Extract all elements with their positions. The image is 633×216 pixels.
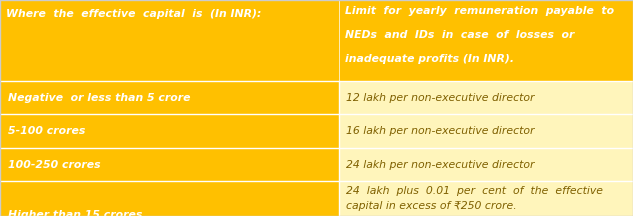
Text: Where  the  effective  capital  is  (In INR):: Where the effective capital is (In INR): [6, 9, 261, 19]
Text: inadequate profits (In INR).: inadequate profits (In INR). [345, 54, 514, 64]
Text: 24 lakh per non-executive director: 24 lakh per non-executive director [346, 160, 535, 170]
Text: 5-100 crores: 5-100 crores [8, 126, 85, 136]
Bar [339, 81, 633, 114]
Bar [0, 0, 633, 81]
Bar [339, 148, 633, 181]
Bar [0, 148, 339, 181]
Text: 100-250 crores: 100-250 crores [8, 160, 100, 170]
Bar [0, 114, 339, 148]
Text: NEDs  and  IDs  in  case  of  losses  or: NEDs and IDs in case of losses or [345, 30, 574, 40]
Text: 24  lakh  plus  0.01  per  cent  of  the  effective
capital in excess of ₹250 cr: 24 lakh plus 0.01 per cent of the effect… [346, 186, 603, 211]
Text: 12 lakh per non-executive director: 12 lakh per non-executive director [346, 93, 535, 103]
Text: Limit  for  yearly  remuneration  payable  to: Limit for yearly remuneration payable to [345, 6, 614, 16]
Text: 16 lakh per non-executive director: 16 lakh per non-executive director [346, 126, 535, 136]
Bar [0, 81, 339, 114]
Bar [339, 181, 633, 216]
Text: Negative  or less than 5 crore: Negative or less than 5 crore [8, 93, 190, 103]
Text: Higher than 15 crores: Higher than 15 crores [8, 210, 142, 216]
Bar [0, 181, 339, 216]
Bar [339, 114, 633, 148]
